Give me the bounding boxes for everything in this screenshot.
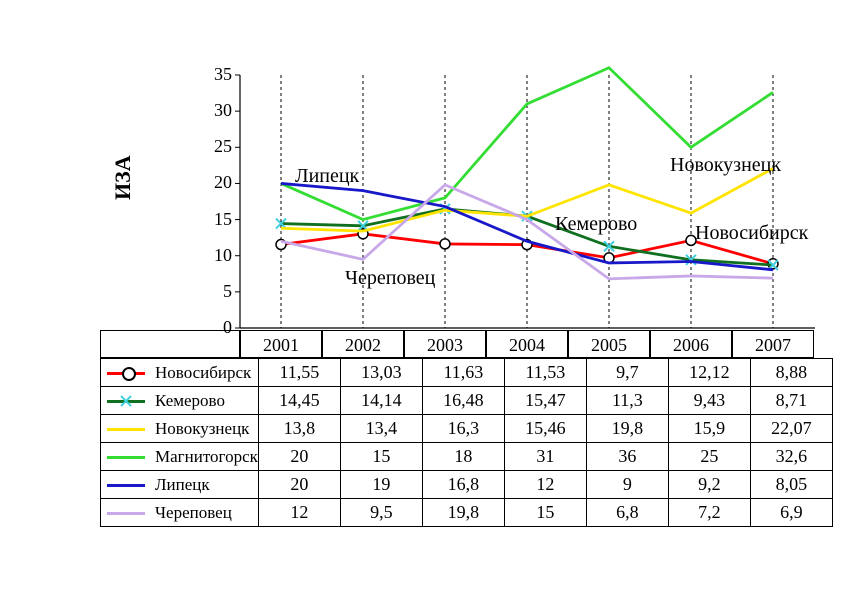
data-cell: 13,03 <box>340 359 422 387</box>
data-cell: 31 <box>504 443 586 471</box>
chart-annotation: Новокузнецк <box>670 154 781 177</box>
table-row: Магнитогорск20151831362532,6 <box>101 443 833 471</box>
data-cell: 6,9 <box>750 499 832 527</box>
chart-annotation: Новосибирск <box>695 222 808 245</box>
y-tick: 25 <box>192 136 232 157</box>
legend-cell: Липецк <box>101 471 259 499</box>
series-name: Новокузнецк <box>155 419 249 438</box>
data-cell: 9,5 <box>340 499 422 527</box>
table-row: Новосибирск 11,5513,0311,6311,539,712,128… <box>101 359 833 387</box>
data-cell: 9,43 <box>668 387 750 415</box>
chart-annotation: Кемерово <box>555 213 637 236</box>
data-cell: 18 <box>422 443 504 471</box>
data-cell: 16,8 <box>422 471 504 499</box>
data-cell: 6,8 <box>586 499 668 527</box>
series-name: Кемерово <box>155 391 225 410</box>
table-row: Липецк 201916,81299,28,05 <box>101 471 833 499</box>
data-cell: 7,2 <box>668 499 750 527</box>
data-cell: 8,05 <box>750 471 832 499</box>
legend-cell: Череповец <box>101 499 259 527</box>
data-cell: 15,47 <box>504 387 586 415</box>
data-cell: 19 <box>340 471 422 499</box>
data-cell: 13,8 <box>258 415 340 443</box>
chart-annotation: Липецк <box>295 165 359 188</box>
legend-cell: Новосибирск <box>101 359 259 387</box>
table-row: Череповец 129,519,8156,87,26,9 <box>101 499 833 527</box>
data-cell: 14,45 <box>258 387 340 415</box>
chart-plot <box>240 75 815 328</box>
y-tick: 15 <box>192 209 232 230</box>
table-row: Новокузнецк 13,813,416,315,4619,815,922,0… <box>101 415 833 443</box>
y-tick: 10 <box>192 245 232 266</box>
y-axis-label: ИЗА <box>110 155 136 200</box>
data-cell: 15 <box>340 443 422 471</box>
legend-cell: Магнитогорск <box>101 443 259 471</box>
table-row: Кемерово 14,4514,1416,4815,4711,39,438,71 <box>101 387 833 415</box>
series-name: Череповец <box>155 503 232 522</box>
chart-annotation: Череповец <box>345 267 435 290</box>
x-header: 2003 <box>404 330 486 358</box>
data-cell: 19,8 <box>586 415 668 443</box>
data-cell: 20 <box>258 443 340 471</box>
data-cell: 22,07 <box>750 415 832 443</box>
y-tick: 35 <box>192 64 232 85</box>
data-cell: 25 <box>668 443 750 471</box>
data-cell: 9,7 <box>586 359 668 387</box>
x-header: 2001 <box>240 330 322 358</box>
data-cell: 9 <box>586 471 668 499</box>
data-table: Новосибирск11,5513,0311,6311,539,712,128… <box>100 358 833 527</box>
x-header: 2002 <box>322 330 404 358</box>
x-header: 2004 <box>486 330 568 358</box>
data-cell: 12,12 <box>668 359 750 387</box>
x-header: 2007 <box>732 330 814 358</box>
x-header: 2006 <box>650 330 732 358</box>
data-cell: 14,14 <box>340 387 422 415</box>
data-cell: 12 <box>258 499 340 527</box>
table-corner <box>100 330 240 358</box>
legend-cell: Новокузнецк <box>101 415 259 443</box>
data-cell: 20 <box>258 471 340 499</box>
data-cell: 16,48 <box>422 387 504 415</box>
data-cell: 32,6 <box>750 443 832 471</box>
data-cell: 19,8 <box>422 499 504 527</box>
y-tick: 30 <box>192 100 232 121</box>
data-cell: 8,71 <box>750 387 832 415</box>
data-cell: 11,63 <box>422 359 504 387</box>
data-cell: 13,4 <box>340 415 422 443</box>
data-cell: 9,2 <box>668 471 750 499</box>
data-cell: 8,88 <box>750 359 832 387</box>
data-cell: 12 <box>504 471 586 499</box>
data-cell: 11,55 <box>258 359 340 387</box>
data-cell: 16,3 <box>422 415 504 443</box>
data-cell: 15,9 <box>668 415 750 443</box>
x-header: 2005 <box>568 330 650 358</box>
data-cell: 11,53 <box>504 359 586 387</box>
series-name: Магнитогорск <box>155 447 258 466</box>
data-cell: 11,3 <box>586 387 668 415</box>
data-cell: 15,46 <box>504 415 586 443</box>
series-name: Новосибирск <box>155 363 251 382</box>
legend-cell: Кемерово <box>101 387 259 415</box>
data-cell: 15 <box>504 499 586 527</box>
data-cell: 36 <box>586 443 668 471</box>
y-tick: 5 <box>192 281 232 302</box>
series-name: Липецк <box>155 475 210 494</box>
y-tick: 20 <box>192 172 232 193</box>
